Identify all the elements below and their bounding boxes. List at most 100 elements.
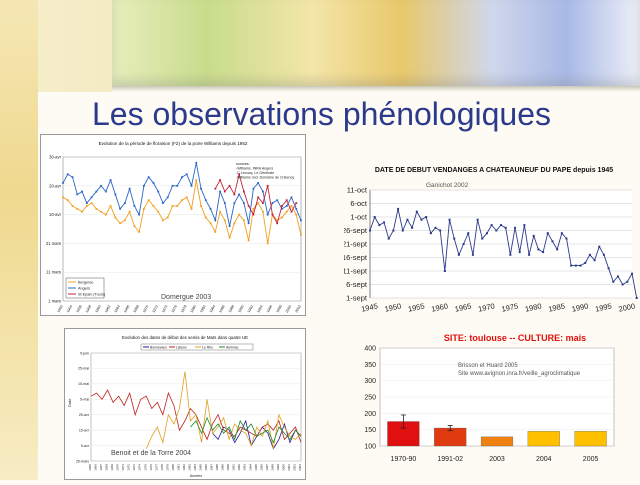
sources-box: sources: -Williams, INRA Angers -C.Lecoc… xyxy=(236,162,294,180)
data-point xyxy=(195,179,198,181)
data-point xyxy=(223,202,226,204)
data-point xyxy=(285,210,288,213)
data-point xyxy=(387,237,390,240)
data-point xyxy=(128,187,131,190)
data-point xyxy=(90,196,93,199)
data-point xyxy=(635,297,638,299)
data-point xyxy=(616,275,619,278)
data-point xyxy=(85,205,88,207)
data-point xyxy=(467,232,470,235)
axis-ylabel: Date xyxy=(67,398,72,407)
x-tick-label: 1950 xyxy=(384,301,402,313)
chart-title: DATE DE DEBUT VENDANGES A CHATEAUNEUF DU… xyxy=(375,167,613,174)
data-point xyxy=(228,225,231,228)
data-point xyxy=(271,213,274,216)
data-point xyxy=(457,253,460,256)
banner-shadow xyxy=(112,86,640,92)
sources-line: -Williams, INRA Angers xyxy=(236,167,273,171)
x-tick-label: 1968 xyxy=(133,305,140,314)
x-tick-label: 1966 xyxy=(94,464,98,471)
data-point xyxy=(560,232,563,235)
data-point xyxy=(190,207,193,210)
legend-label: Angers xyxy=(78,287,90,291)
x-tick-label: 2002 xyxy=(292,464,296,471)
x-tick-label: 2000 xyxy=(285,305,292,314)
y-tick-label: 150 xyxy=(364,427,376,434)
data-point xyxy=(471,253,474,256)
data-point xyxy=(252,207,255,210)
data-point xyxy=(214,230,217,233)
x-tick-label: 1997 xyxy=(265,464,269,471)
x-tick-label: 1945 xyxy=(360,301,378,313)
x-tick-label: 1996 xyxy=(259,464,263,471)
data-point xyxy=(147,199,150,202)
chart-toulouse-panel: SITE: toulouse -- CULTURE: mais 100 150 20… xyxy=(350,328,640,480)
data-point xyxy=(119,207,122,210)
data-point xyxy=(504,226,507,229)
y-tick-label: 400 xyxy=(364,346,376,353)
data-point xyxy=(476,218,479,221)
data-point xyxy=(276,222,279,225)
y-tick-label: 300 xyxy=(364,378,376,385)
x-tick-label: 1970 xyxy=(142,305,149,314)
x-tick-label: 1994 xyxy=(248,464,252,471)
x-tick-label: 1965 xyxy=(88,464,92,471)
data-point xyxy=(157,190,160,193)
data-point xyxy=(295,213,298,216)
data-point xyxy=(219,190,221,193)
data-point xyxy=(509,253,512,256)
y-tick-label: 1-sept xyxy=(346,294,368,303)
data-point xyxy=(109,205,112,207)
data-point xyxy=(257,182,260,184)
y-tick-label: 15-mai xyxy=(78,382,89,386)
data-point xyxy=(247,205,250,207)
data-point xyxy=(485,232,488,235)
data-point xyxy=(133,205,136,207)
data-point xyxy=(109,179,112,181)
data-point xyxy=(262,190,264,193)
data-point xyxy=(138,230,141,233)
x-tick-label: 1971 xyxy=(121,464,125,471)
header-banner-image xyxy=(112,0,640,86)
data-point xyxy=(565,237,568,240)
chart-sowing-panel: Evolution des dates de début des semis d… xyxy=(64,328,306,480)
data-point xyxy=(257,202,260,204)
sources-line: -C.Lecocq, Le Générale xyxy=(236,171,274,175)
legend-label: Lisieux xyxy=(176,346,187,350)
data-point xyxy=(257,196,260,199)
x-tick-label: 1990 xyxy=(237,305,244,314)
x-tick-label: 1978 xyxy=(160,464,164,471)
y-tick-label: 25-mars xyxy=(76,459,89,463)
x-tick-label: 1982 xyxy=(182,464,186,471)
legend-label: Le Rho xyxy=(202,346,213,350)
data-point xyxy=(514,226,517,229)
data-point xyxy=(143,184,145,187)
data-point xyxy=(584,261,587,264)
data-point xyxy=(453,237,456,240)
data-point xyxy=(133,225,136,228)
x-tick-label: 1995 xyxy=(594,301,612,313)
chart-harvest: DATE DE DEBUT VENDANGES A CHATEAUNEUF DU… xyxy=(342,167,638,314)
x-tick-label: 1954 xyxy=(66,305,73,314)
data-point xyxy=(195,161,198,164)
data-point xyxy=(546,232,549,235)
data-point xyxy=(574,264,577,267)
y-tick-label: 20-avr xyxy=(49,183,61,188)
data-point xyxy=(532,234,535,237)
chart-credit: Site www.avignon.inra.fr/veille_agroclim… xyxy=(458,371,581,377)
data-point xyxy=(290,196,293,199)
x-tick-label: 1972 xyxy=(152,305,159,314)
x-tick-label: 1966 xyxy=(123,305,130,314)
chart-title: SITE: toulouse -- CULTURE: mais xyxy=(444,333,586,343)
x-tick-label: 1999 xyxy=(276,464,280,471)
series-line xyxy=(190,416,302,444)
chart-title: Evolution de la période de floraison (F2… xyxy=(99,141,248,146)
data-point xyxy=(176,184,179,187)
data-point xyxy=(76,207,79,210)
data-point xyxy=(300,233,302,236)
x-tick-label: 1996 xyxy=(266,305,273,314)
data-point xyxy=(607,267,610,270)
x-tick-label: 1983 xyxy=(187,464,191,471)
data-point xyxy=(406,218,409,221)
data-point xyxy=(425,216,428,218)
